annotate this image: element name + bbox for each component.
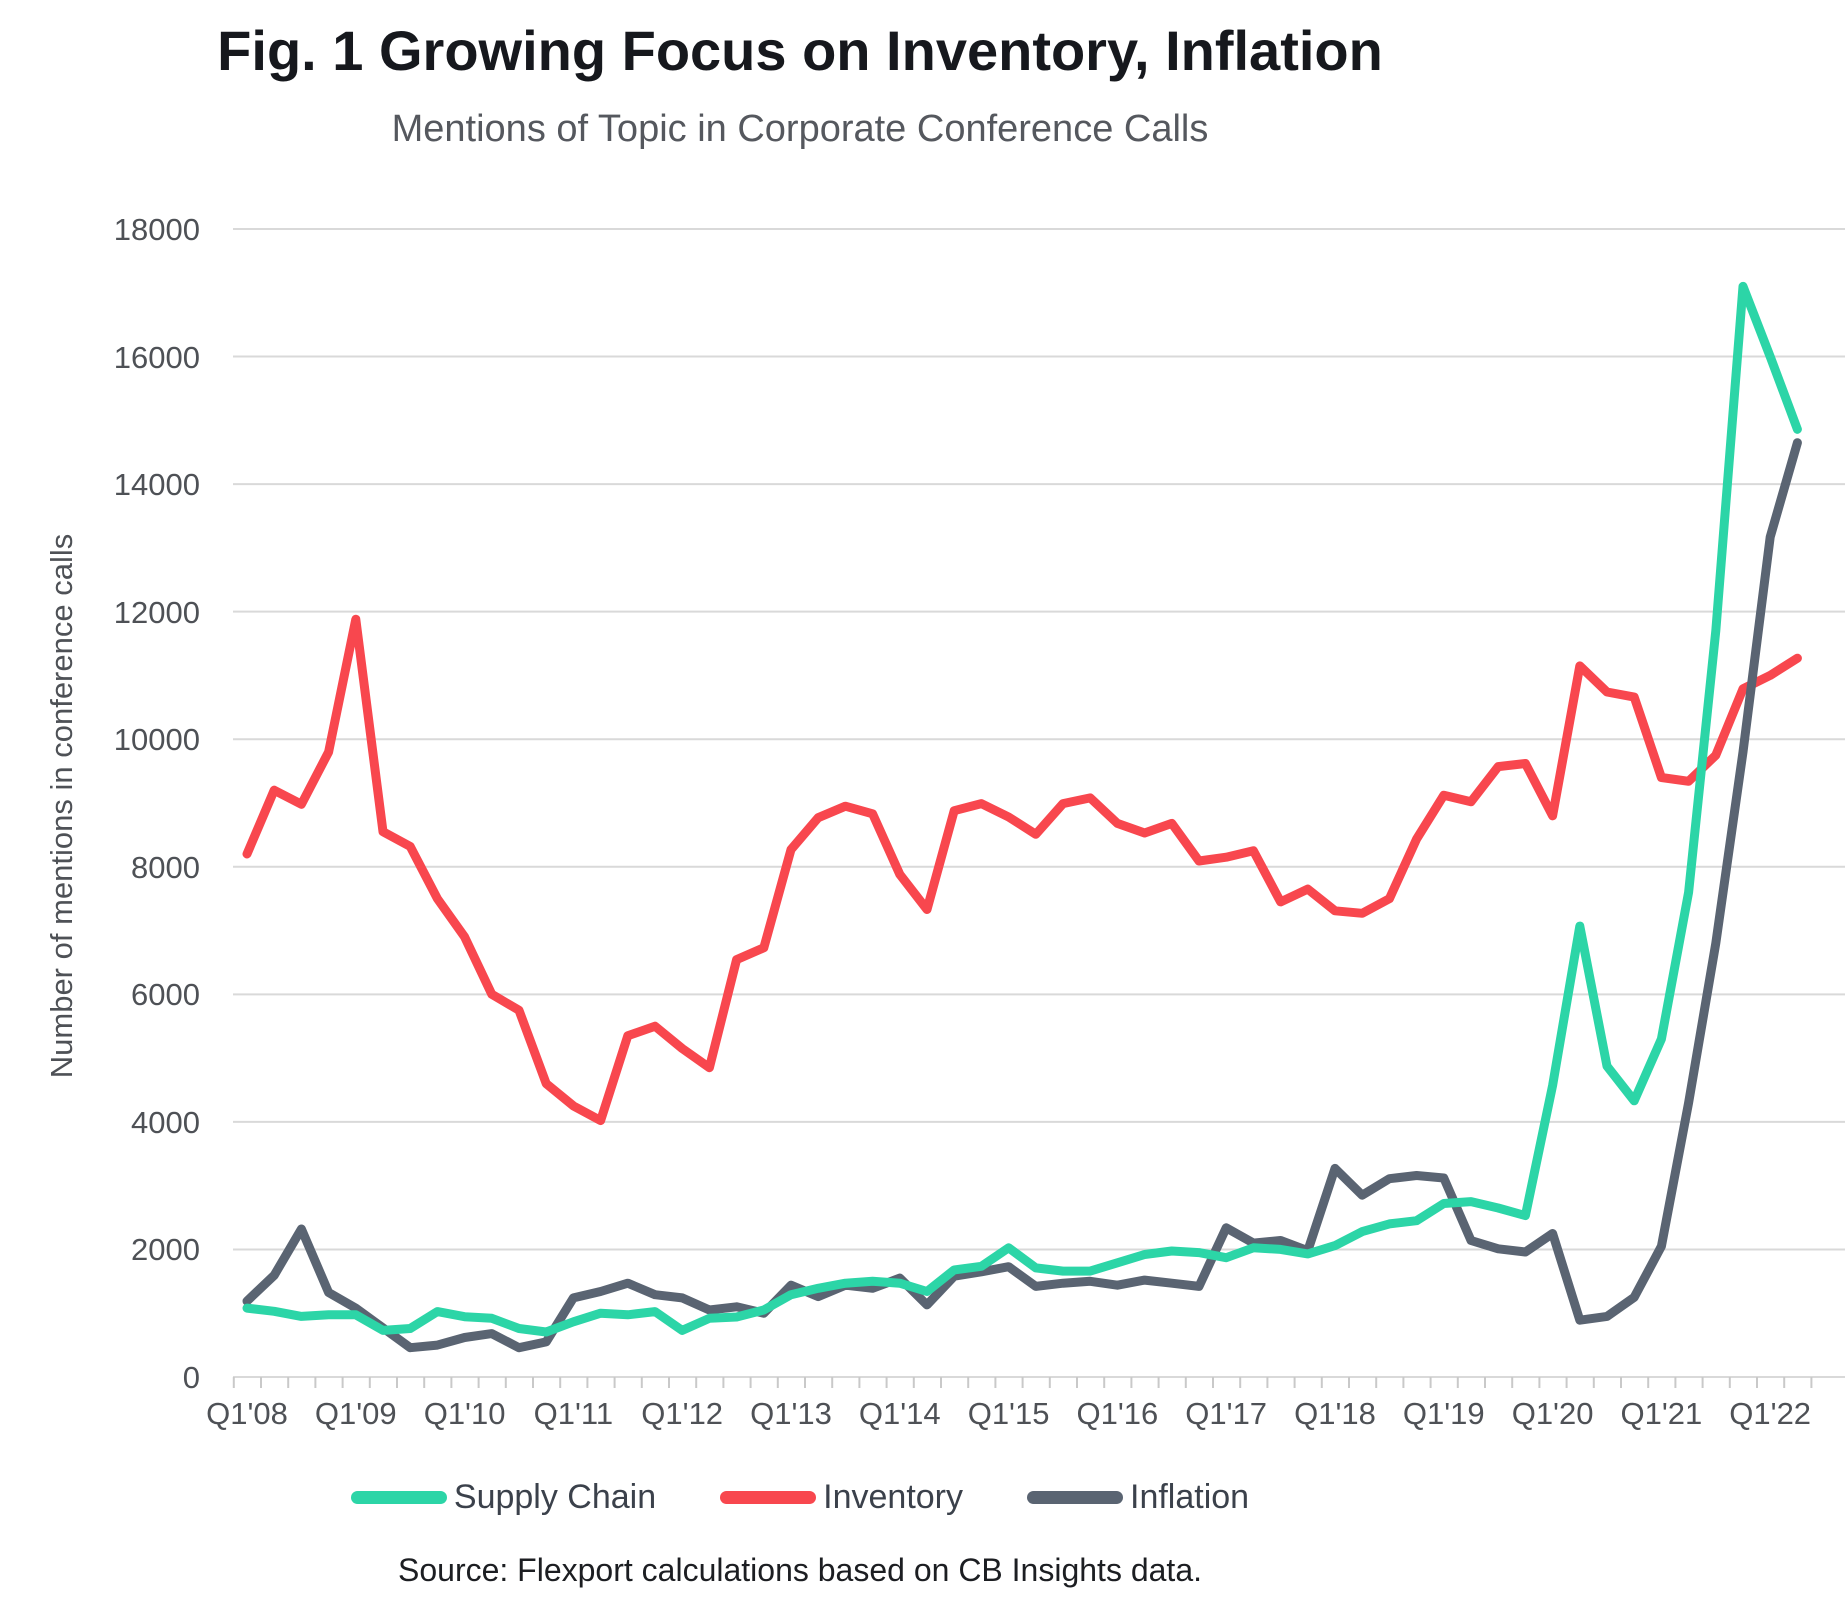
legend-label: Supply Chain — [453, 1478, 657, 1516]
y-tick-label: 8000 — [131, 849, 200, 885]
legend-swatch — [1027, 1491, 1123, 1504]
x-tick-label: Q1'15 — [967, 1396, 1050, 1431]
legend-swatch — [350, 1491, 447, 1504]
x-tick-label: Q1'22 — [1729, 1396, 1812, 1431]
x-tick-label: Q1'14 — [858, 1396, 941, 1431]
x-tick-label: Q1'12 — [641, 1396, 724, 1431]
x-tick-label: Q1'11 — [533, 1396, 614, 1431]
legend-item-inventory: Inventory — [720, 1478, 963, 1517]
legend-item-supply-chain: Supply Chain — [350, 1478, 657, 1517]
series-line-supply-chain — [242, 281, 1802, 1337]
x-tick-label: Q1'09 — [314, 1396, 397, 1431]
legend-label: Inventory — [823, 1478, 963, 1516]
chart-subtitle: Mentions of Topic in Corporate Conferenc… — [391, 108, 1209, 150]
x-tick-label: Q1'20 — [1511, 1396, 1594, 1431]
y-tick-label: 12000 — [113, 594, 200, 630]
series-line-inflation — [242, 438, 1802, 1353]
legend-label: Inflation — [1130, 1478, 1250, 1516]
x-tick-label: Q1'13 — [750, 1396, 832, 1431]
y-tick-label: 4000 — [131, 1104, 200, 1140]
x-tick-label: Q1'18 — [1294, 1396, 1376, 1431]
y-tick-label: 18000 — [113, 212, 200, 247]
y-tick-label: 10000 — [113, 722, 200, 758]
y-tick-label: 14000 — [113, 467, 200, 503]
x-tick-label: Q1'10 — [423, 1396, 506, 1431]
x-tick-label: Q1'19 — [1402, 1396, 1485, 1431]
x-tick-label: Q1'17 — [1185, 1396, 1268, 1431]
chart-legend: Supply Chain Inventory Inflation — [0, 1478, 1600, 1517]
y-tick-label: 6000 — [131, 977, 200, 1013]
x-tick-label: Q1'16 — [1076, 1396, 1159, 1431]
y-tick-label: 0 — [182, 1360, 200, 1395]
chart-title: Fig. 1 Growing Focus on Inventory, Infla… — [217, 19, 1383, 82]
series-line-inventory — [242, 614, 1802, 1126]
legend-swatch — [720, 1491, 817, 1504]
y-tick-label: 16000 — [113, 339, 200, 375]
legend-item-inflation: Inflation — [1027, 1478, 1249, 1517]
source-note: Source: Flexport calculations based on C… — [398, 1552, 1202, 1588]
y-tick-label: 2000 — [131, 1232, 200, 1268]
x-tick-label: Q1'21 — [1620, 1396, 1703, 1431]
x-tick-label: Q1'08 — [206, 1396, 288, 1431]
